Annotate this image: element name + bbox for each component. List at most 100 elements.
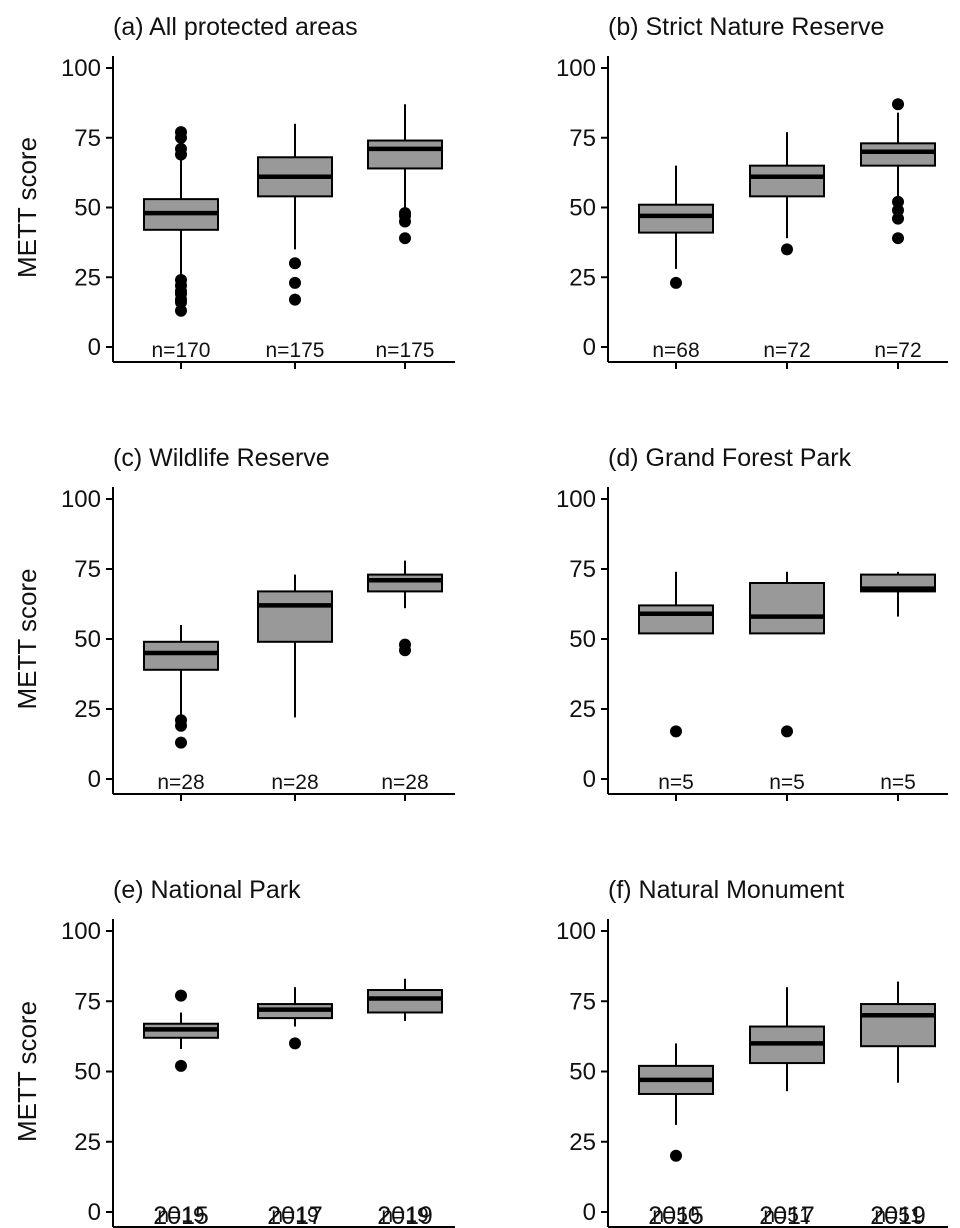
outlier-point [289, 257, 301, 270]
box-iqr [638, 604, 714, 635]
y-tick-label: 75 [74, 556, 101, 583]
sample-size-label: n=72 [874, 339, 921, 362]
y-tick-label: 50 [569, 1059, 596, 1086]
outlier-point [892, 195, 904, 208]
x-tick-label: 2019 [870, 1202, 926, 1228]
box-iqr [367, 989, 443, 1014]
y-tick-label: 25 [569, 696, 596, 723]
outlier-point [175, 719, 187, 732]
box-iqr [367, 139, 443, 170]
outlier-point [289, 1037, 301, 1050]
sample-size-label: n=19 [381, 1204, 428, 1227]
sample-size-label: n=5 [880, 771, 916, 794]
chart-panel-e: (e) National Park METT score 0 25 50 75 100 n=1… [12, 876, 455, 1228]
outlier-point [399, 232, 411, 245]
outlier-point [670, 1149, 682, 1162]
outlier-point [289, 276, 301, 289]
box-iqr [749, 164, 825, 198]
y-tick-label: 0 [88, 334, 101, 361]
outlier-point [670, 725, 682, 738]
sample-size-label: n=51 [763, 1204, 810, 1227]
sample-size-label: n=5 [769, 771, 805, 794]
box-iqr [257, 590, 333, 643]
x-tick-label: 2015 [648, 1202, 704, 1228]
y-tick-label: 25 [74, 264, 101, 291]
y-tick-label: 75 [74, 988, 101, 1015]
panel-title: (c) Wildlife Reserve [113, 444, 330, 472]
sample-size-label: n=28 [381, 771, 428, 794]
x-tick-label: 2015 [153, 1202, 209, 1228]
y-tick-label: 50 [74, 1059, 101, 1086]
sample-size-label: n=170 [152, 339, 211, 362]
y-tick-label: 0 [583, 1199, 596, 1226]
y-tick-label: 0 [88, 1199, 101, 1226]
outlier-point [892, 98, 904, 111]
y-axis-label: METT score [12, 568, 42, 709]
outlier-point [892, 204, 904, 217]
outlier-point [175, 989, 187, 1002]
outlier-point [175, 1059, 187, 1072]
outlier-point [781, 243, 793, 256]
x-tick-label: 2017 [759, 1202, 815, 1228]
sample-size-label: n=51 [874, 1204, 921, 1227]
outlier-point [289, 293, 301, 306]
box-iqr [143, 640, 219, 671]
y-tick-label: 100 [61, 486, 101, 513]
outlier-point [175, 131, 187, 144]
y-tick-label: 100 [556, 918, 596, 945]
box-iqr [860, 142, 936, 167]
y-tick-label: 0 [583, 334, 596, 361]
sample-size-label: n=28 [157, 771, 204, 794]
sample-size-label: n=175 [376, 339, 435, 362]
y-tick-label: 75 [569, 125, 596, 152]
outlier-point [892, 232, 904, 245]
y-tick-label: 25 [74, 696, 101, 723]
y-tick-label: 50 [569, 626, 596, 653]
panel-title: (b) Strict Nature Reserve [608, 13, 884, 41]
y-axis-label: METT score [12, 1001, 42, 1142]
outlier-point [175, 148, 187, 161]
chart-panel-b: (b) Strict Nature Reserve 0 25 50 75 100 n=68 n… [556, 13, 948, 369]
y-tick-label: 100 [61, 55, 101, 82]
chart-panel-c: (c) Wildlife Reserve METT score 0 25 50 75 100… [12, 444, 455, 801]
panel-title: (a) All protected areas [113, 13, 358, 41]
y-tick-label: 25 [569, 264, 596, 291]
panel-title: (f) Natural Monument [608, 876, 844, 904]
sample-size-label: n=72 [763, 339, 810, 362]
outlier-point [175, 296, 187, 309]
sample-size-label: n=68 [652, 339, 699, 362]
sample-size-label: n=175 [266, 339, 325, 362]
outlier-point [399, 215, 411, 228]
sample-size-label: n=5 [658, 771, 694, 794]
chart-panel-d: (d) Grand Forest Park 0 25 50 75 100 n=5 n=5 n=5 [556, 444, 948, 801]
outlier-point [781, 725, 793, 738]
outlier-point [175, 304, 187, 317]
box-iqr [638, 203, 714, 234]
y-tick-label: 75 [569, 988, 596, 1015]
y-tick-label: 50 [74, 195, 101, 222]
chart-panel-a: (a) All protected areas METT score 0 25 50 75… [12, 13, 455, 369]
y-tick-label: 75 [74, 125, 101, 152]
y-tick-label: 0 [583, 766, 596, 793]
y-tick-label: 0 [88, 766, 101, 793]
y-tick-label: 25 [74, 1129, 101, 1156]
y-tick-label: 25 [569, 1129, 596, 1156]
box-iqr [749, 582, 825, 635]
x-tick-label: 2017 [267, 1202, 323, 1228]
sample-size-label: n=50 [652, 1204, 699, 1227]
outlier-point [175, 736, 187, 749]
y-tick-label: 100 [556, 486, 596, 513]
sample-size-label: n=19 [271, 1204, 318, 1227]
panel-title: (e) National Park [113, 876, 301, 904]
y-tick-label: 100 [61, 918, 101, 945]
y-tick-label: 75 [569, 556, 596, 583]
box-iqr [367, 573, 443, 593]
y-tick-label: 50 [74, 626, 101, 653]
outlier-point [892, 212, 904, 225]
outlier-point [670, 276, 682, 289]
x-tick-label: 2019 [377, 1202, 433, 1228]
outlier-point [399, 644, 411, 657]
y-axis-label: METT score [12, 137, 42, 278]
